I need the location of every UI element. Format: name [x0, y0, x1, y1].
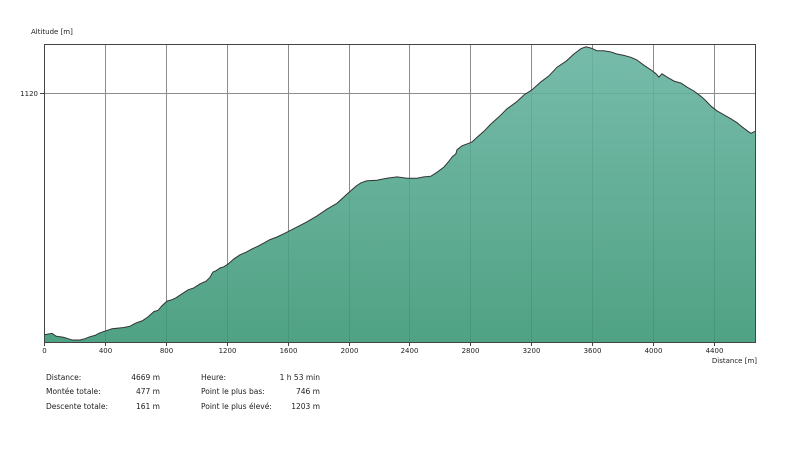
stats-labels-left: Distance: Montée totale: Descente totale… — [46, 371, 146, 414]
x-tick-label: 4400 — [706, 347, 724, 355]
x-tick-label: 3600 — [584, 347, 602, 355]
stat-time-value: 1 h 53 min — [279, 373, 320, 382]
x-tick-label: 1600 — [280, 347, 298, 355]
stat-distance-label: Distance: — [46, 373, 82, 382]
stat-highest-point-value: 1203 m — [291, 401, 320, 411]
stat-total-descent-label: Descente totale: — [46, 401, 109, 411]
stat-lowest-point-label: Point le plus bas: — [201, 387, 265, 397]
x-tick-label: 2400 — [401, 347, 419, 355]
x-tick-label: 1200 — [219, 347, 237, 355]
y-axis-title: Altitude [m] — [31, 28, 73, 36]
y-tick-label: 1120 — [20, 90, 38, 98]
x-tick-label: 3200 — [523, 347, 541, 355]
elevation-area — [44, 46, 755, 343]
stat-total-ascent-value: 477 m — [135, 387, 160, 397]
stats-values-right: 1 h 53 min 746 m 1203 m — [230, 371, 320, 414]
stat-total-descent-value: 161 m — [135, 401, 160, 411]
stat-lowest-point-value: 746 m — [295, 387, 320, 397]
stats-labels-right: Heure: Point le plus bas: Point le plus … — [201, 371, 316, 414]
x-tick-label: 2000 — [341, 347, 359, 355]
stat-time-label: Heure: — [201, 373, 227, 382]
x-tick-label: 2800 — [462, 347, 480, 355]
stat-highest-point-label: Point le plus élevé: — [201, 401, 272, 411]
x-tick-label: 0 — [42, 347, 46, 355]
x-tick-label: 400 — [99, 347, 112, 355]
plot-border — [44, 44, 756, 343]
x-tick-label: 800 — [160, 347, 173, 355]
stats-values-left: 4669 m 477 m 161 m — [70, 371, 160, 414]
x-axis-title: Distance [m] — [712, 357, 757, 365]
stat-distance-value: 4669 m — [131, 373, 160, 382]
x-tick-label: 4000 — [645, 347, 663, 355]
stat-total-ascent-label: Montée totale: — [46, 387, 101, 397]
elevation-line — [43, 46, 756, 341]
